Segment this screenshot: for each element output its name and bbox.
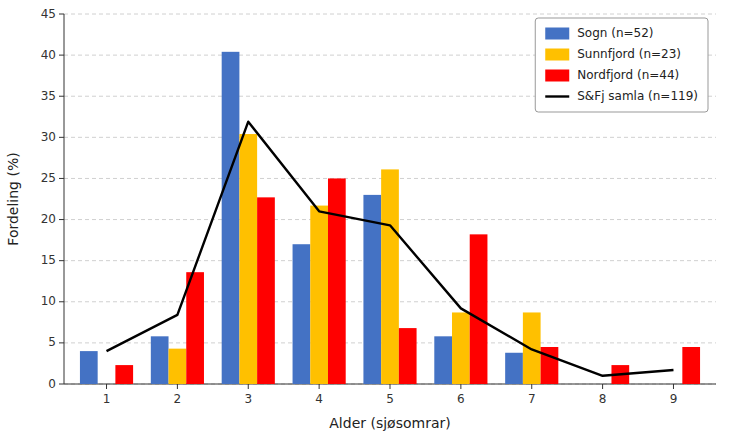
bar <box>310 206 328 384</box>
legend-swatch <box>545 28 569 40</box>
bar <box>186 272 204 384</box>
x-tick <box>106 384 107 389</box>
y-tick <box>59 301 64 302</box>
grid-line <box>64 137 716 138</box>
legend-label: Sunnfjord (n=23) <box>577 47 681 61</box>
bar <box>682 347 700 384</box>
y-tick <box>59 384 64 385</box>
y-tick-label: 25 <box>41 171 56 185</box>
y-tick <box>59 137 64 138</box>
bar <box>594 384 612 385</box>
y-tick-label: 10 <box>41 294 56 308</box>
y-tick-label: 5 <box>48 335 56 349</box>
x-tick-label: 4 <box>315 392 323 406</box>
line <box>107 122 674 376</box>
y-tick-label: 15 <box>41 253 56 267</box>
legend: Sogn (n=52) Sunnfjord (n=23) Nordfjord (n=… <box>535 18 708 112</box>
y-tick <box>59 96 64 97</box>
y-axis-line <box>64 14 65 384</box>
y-tick-label: 35 <box>41 89 56 103</box>
bar <box>647 384 665 385</box>
bar <box>98 384 116 385</box>
y-tick <box>59 178 64 179</box>
y-tick-label: 45 <box>41 7 56 21</box>
bar <box>222 52 240 384</box>
y-tick-label: 0 <box>48 377 56 391</box>
x-tick <box>319 384 320 389</box>
grid <box>64 14 716 384</box>
legend-label: S&Fj samla (n=119) <box>577 89 698 103</box>
bar <box>576 384 594 385</box>
bar <box>381 169 399 384</box>
legend-label: Sogn (n=52) <box>577 26 653 40</box>
y-tick <box>59 260 64 261</box>
x-tick-label: 3 <box>244 392 252 406</box>
x-tick <box>602 384 603 389</box>
x-tick-label: 9 <box>670 392 678 406</box>
bar <box>257 197 275 384</box>
y-tick-label: 30 <box>41 130 56 144</box>
legend-label: Nordfjord (n=44) <box>577 68 679 82</box>
x-tick-label: 5 <box>386 392 394 406</box>
legend-box <box>535 18 708 112</box>
legend-swatch <box>545 95 569 97</box>
legend-swatch <box>545 49 569 61</box>
x-tick-label: 6 <box>457 392 465 406</box>
y-tick <box>59 342 64 343</box>
bar <box>169 349 187 384</box>
x-tick <box>531 384 532 389</box>
bar <box>80 351 98 384</box>
y-tick <box>59 219 64 220</box>
plot-area <box>80 52 700 384</box>
bar <box>665 384 683 385</box>
axes: 051015202530354045123456789 <box>41 7 716 407</box>
x-tick-label: 1 <box>103 392 111 406</box>
bar <box>239 134 257 384</box>
chart: 051015202530354045123456789Alder (sjøsom… <box>0 0 732 438</box>
x-tick <box>460 384 461 389</box>
bar <box>434 336 452 384</box>
x-axis-label: Alder (sjøsomrar) <box>329 415 450 431</box>
x-tick-label: 2 <box>174 392 182 406</box>
x-tick <box>390 384 391 389</box>
bar <box>115 365 133 384</box>
y-tick-label: 20 <box>41 212 56 226</box>
grid-line <box>64 14 716 15</box>
y-axis-label: Fordeling (%) <box>5 152 21 245</box>
bar <box>505 353 523 384</box>
bar <box>328 178 346 384</box>
x-tick-label: 7 <box>528 392 536 406</box>
y-tick <box>59 14 64 15</box>
x-tick <box>673 384 674 389</box>
bar <box>293 244 311 384</box>
bar <box>470 234 488 384</box>
bar <box>399 328 417 384</box>
bar <box>452 312 470 384</box>
y-tick <box>59 55 64 56</box>
y-tick-label: 40 <box>41 48 56 62</box>
bar <box>151 336 169 384</box>
x-tick-label: 8 <box>599 392 607 406</box>
x-tick <box>248 384 249 389</box>
x-tick <box>177 384 178 389</box>
legend-swatch <box>545 70 569 82</box>
